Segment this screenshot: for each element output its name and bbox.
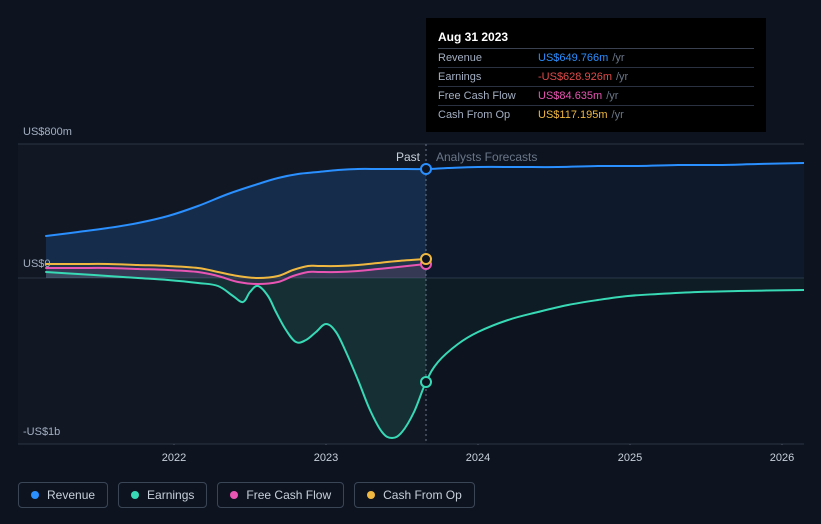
tooltip-row-free-cash-flow: Free Cash FlowUS$84.635m/yr	[438, 87, 754, 106]
forecast-label: Analysts Forecasts	[436, 150, 537, 164]
tooltip-row-revenue: RevenueUS$649.766m/yr	[438, 49, 754, 68]
x-label-2022: 2022	[162, 452, 186, 464]
legend-item-earnings[interactable]: Earnings	[118, 482, 207, 508]
legend: Revenue Earnings Free Cash Flow Cash From O…	[18, 482, 475, 508]
legend-dot-icon	[31, 491, 39, 499]
tooltip-label: Free Cash Flow	[438, 90, 538, 102]
legend-dot-icon	[367, 491, 375, 499]
y-label-800: US$800m	[23, 126, 72, 138]
tooltip-unit: /yr	[606, 90, 618, 102]
legend-label: Cash From Op	[383, 488, 462, 502]
legend-label: Revenue	[47, 488, 95, 502]
legend-dot-icon	[230, 491, 238, 499]
legend-item-cfo[interactable]: Cash From Op	[354, 482, 475, 508]
legend-label: Free Cash Flow	[246, 488, 331, 502]
tooltip-date: Aug 31 2023	[438, 26, 754, 49]
x-label-2026: 2026	[770, 452, 794, 464]
legend-label: Earnings	[147, 488, 194, 502]
past-label: Past	[396, 150, 420, 164]
x-label-2023: 2023	[314, 452, 338, 464]
legend-dot-icon	[131, 491, 139, 499]
tooltip-value: US$649.766m	[538, 52, 608, 64]
y-label-neg1b: -US$1b	[23, 426, 60, 438]
tooltip-value: -US$628.926m	[538, 71, 612, 83]
x-label-2025: 2025	[618, 452, 642, 464]
x-label-2024: 2024	[466, 452, 490, 464]
tooltip-value: US$84.635m	[538, 90, 602, 102]
y-label-0: US$0	[23, 258, 51, 270]
legend-item-revenue[interactable]: Revenue	[18, 482, 108, 508]
tooltip-row-earnings: Earnings-US$628.926m/yr	[438, 68, 754, 87]
legend-item-fcf[interactable]: Free Cash Flow	[217, 482, 344, 508]
tooltip-label: Earnings	[438, 71, 538, 83]
tooltip-label: Cash From Op	[438, 109, 538, 121]
tooltip-unit: /yr	[612, 109, 624, 121]
tooltip-label: Revenue	[438, 52, 538, 64]
tooltip-unit: /yr	[612, 52, 624, 64]
tooltip-value: US$117.195m	[538, 109, 608, 121]
chart-tooltip: Aug 31 2023 RevenueUS$649.766m/yrEarning…	[426, 18, 766, 132]
tooltip-unit: /yr	[616, 71, 628, 83]
tooltip-row-cash-from-op: Cash From OpUS$117.195m/yr	[438, 106, 754, 124]
